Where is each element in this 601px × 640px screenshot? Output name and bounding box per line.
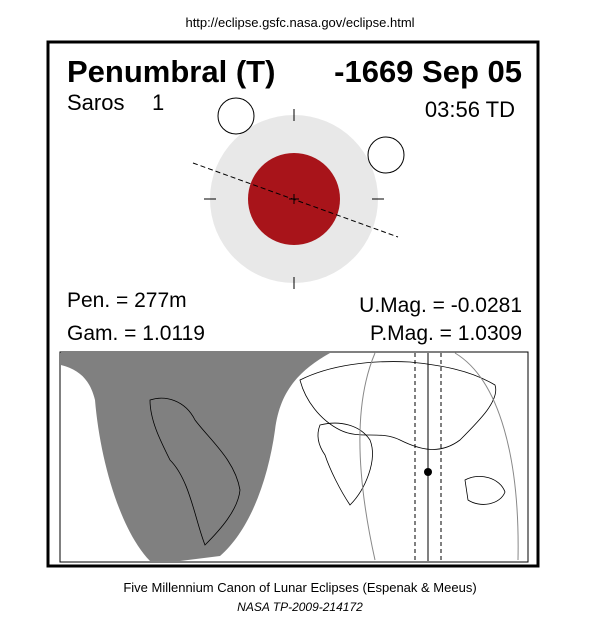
continent — [464, 476, 506, 505]
time: 03:56 TD — [425, 97, 515, 122]
footer-line1: Five Millennium Canon of Lunar Eclipses … — [123, 580, 476, 595]
date: -1669 Sep 05 — [334, 54, 522, 89]
night-region — [61, 353, 330, 561]
moon-path — [192, 162, 399, 238]
moon — [217, 97, 255, 135]
saros-label: Saros — [67, 90, 124, 115]
footer-line2: NASA TP-2009-214172 — [237, 600, 363, 614]
gam: Gam. = 1.0119 — [67, 322, 205, 345]
umag: U.Mag. = -0.0281 — [359, 294, 522, 317]
pen: Pen. = 277m — [67, 289, 187, 312]
axis-ticks — [204, 109, 384, 289]
saros-number: 1 — [152, 90, 164, 115]
url: http://eclipse.gsfc.nasa.gov/eclipse.htm… — [185, 15, 414, 30]
continent — [149, 397, 241, 546]
greatest-eclipse — [424, 468, 432, 476]
continent — [299, 361, 497, 450]
penumbra-limit — [454, 352, 519, 561]
night-edge — [61, 353, 92, 380]
pmag: P.Mag. = 1.0309 — [370, 322, 522, 345]
world-map — [59, 351, 529, 563]
eclipse-geometry — [192, 97, 405, 289]
moon — [367, 136, 405, 174]
title: Penumbral (T) — [67, 54, 275, 89]
penumbra-limit — [359, 352, 376, 561]
